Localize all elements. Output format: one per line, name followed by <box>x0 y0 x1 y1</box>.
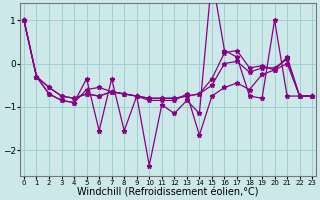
X-axis label: Windchill (Refroidissement éolien,°C): Windchill (Refroidissement éolien,°C) <box>77 187 259 197</box>
